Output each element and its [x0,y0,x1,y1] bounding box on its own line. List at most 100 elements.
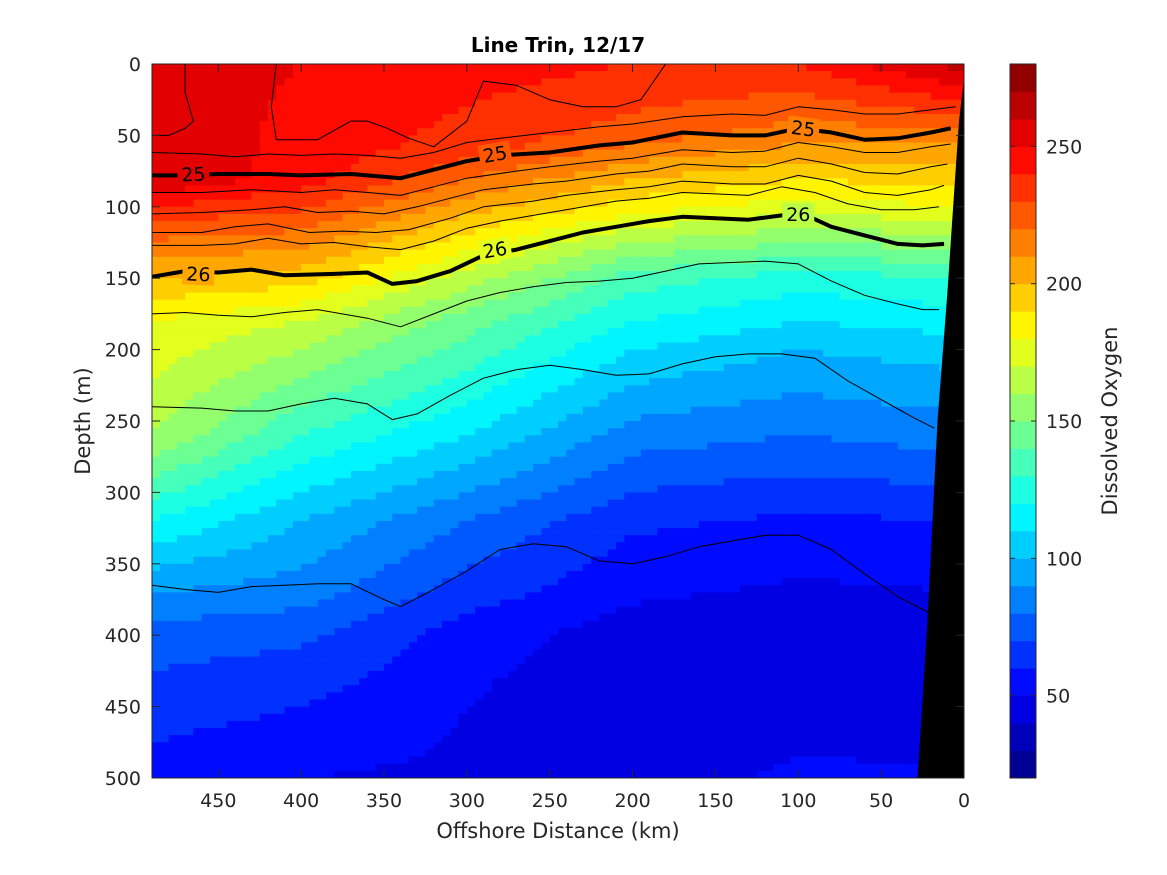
oxygen-cell [301,485,311,493]
oxygen-cell [483,613,493,622]
oxygen-cell [326,585,335,593]
oxygen-cell [491,685,501,693]
oxygen-cell [500,421,509,429]
oxygen-cell [541,421,551,429]
oxygen-cell [549,292,559,301]
oxygen-cell [152,221,161,229]
oxygen-cell [251,206,261,215]
oxygen-cell [367,349,377,358]
oxygen-cell [350,592,360,601]
oxygen-cell [466,506,476,515]
oxygen-cell [201,599,211,608]
oxygen-cell [475,99,485,108]
oxygen-cell [491,435,501,444]
oxygen-cell [268,456,277,465]
oxygen-cell [533,378,543,386]
oxygen-cell [549,271,559,279]
oxygen-cell [450,128,460,136]
oxygen-cell [201,735,211,743]
oxygen-cell [442,64,451,72]
oxygen-cell [284,656,294,665]
oxygen-cell [185,64,195,72]
oxygen-cell [425,328,435,336]
oxygen-cell [516,763,526,772]
oxygen-cell [193,520,203,529]
oxygen-cell [433,85,443,94]
oxygen-cell [342,720,352,729]
oxygen-cell [185,549,195,558]
oxygen-cell [458,285,468,294]
oxygen-cell [176,678,186,686]
oxygen-cell [558,292,567,301]
oxygen-cell [152,413,161,422]
oxygen-cell [359,678,369,686]
oxygen-cell [541,463,551,472]
oxygen-cell [160,706,170,715]
oxygen-cell [541,492,551,501]
oxygen-cell [475,428,485,436]
oxygen-cell [168,256,178,265]
oxygen-cell [417,535,427,543]
oxygen-cell [268,192,277,201]
oxygen-cell [450,335,460,344]
oxygen-cell [218,135,228,144]
oxygen-cell [375,92,385,101]
oxygen-cell [384,256,393,265]
oxygen-cell [152,128,161,136]
oxygen-cell [334,385,344,394]
oxygen-cell [243,342,253,351]
oxygen-cell [201,456,211,465]
oxygen-cell [558,213,567,222]
oxygen-cell [408,213,418,222]
oxygen-cell [317,242,327,251]
oxygen-cell [342,578,352,586]
oxygen-cell [210,728,219,736]
oxygen-cell [185,728,195,736]
oxygen-cell [384,456,393,465]
oxygen-cell [251,371,261,379]
oxygen-cell [350,349,360,358]
oxygen-cell [243,635,253,643]
oxygen-cell [234,685,244,693]
oxygen-cell [549,221,559,229]
oxygen-cell [533,528,543,536]
oxygen-cell [251,92,261,101]
oxygen-cell [334,356,344,365]
oxygen-cell [408,656,418,665]
oxygen-cell [160,435,170,444]
oxygen-cell [342,542,352,551]
oxygen-cell [516,228,526,236]
oxygen-cell [317,670,327,679]
oxygen-cell [458,585,468,593]
oxygen-cell [268,692,277,701]
oxygen-cell [549,442,559,451]
oxygen-cell [268,142,277,151]
oxygen-cell [466,163,476,172]
oxygen-cell [251,428,261,436]
oxygen-cell [276,620,286,629]
oxygen-cell [309,599,319,608]
oxygen-cell [458,728,468,736]
oxygen-cell [400,692,410,701]
oxygen-cell [524,135,534,144]
oxygen-cell [350,585,360,593]
oxygen-cell [201,78,211,87]
oxygen-cell [433,213,443,222]
oxygen-cell [292,385,302,394]
oxygen-cell [176,285,186,294]
oxygen-cell [516,678,526,686]
oxygen-cell [218,699,228,708]
oxygen-cell [491,178,501,186]
oxygen-cell [160,363,170,372]
oxygen-cell [375,313,385,322]
oxygen-cell [475,163,485,172]
oxygen-cell [359,556,369,565]
oxygen-cell [342,85,352,94]
oxygen-cell [408,228,418,236]
oxygen-cell [193,585,203,593]
oxygen-cell [193,399,203,408]
oxygen-cell [549,392,559,401]
oxygen-cell [317,163,327,172]
oxygen-cell [342,599,352,608]
oxygen-cell [350,71,360,79]
